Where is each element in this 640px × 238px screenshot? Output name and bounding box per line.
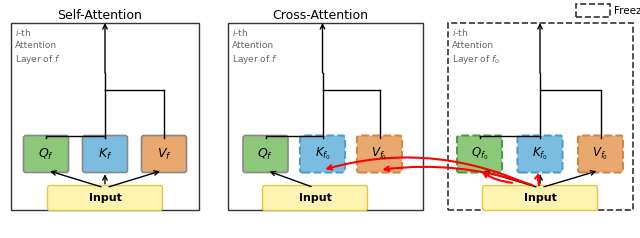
Bar [576,4,610,17]
Text: $Q_{f_0}$: $Q_{f_0}$ [471,146,488,162]
Bar [447,23,632,210]
FancyBboxPatch shape [457,135,502,173]
Text: $K_{f_0}$: $K_{f_0}$ [532,146,548,162]
FancyBboxPatch shape [357,135,402,173]
Text: Input: Input [299,193,332,203]
FancyBboxPatch shape [518,135,563,173]
Text: $K_f$: $K_f$ [98,146,112,162]
FancyBboxPatch shape [243,135,288,173]
FancyBboxPatch shape [47,185,163,210]
Text: Input: Input [524,193,556,203]
FancyBboxPatch shape [141,135,186,173]
FancyBboxPatch shape [578,135,623,173]
Text: $i$-th
Attention
Layer of $f$: $i$-th Attention Layer of $f$ [15,27,61,66]
Text: $V_{f_0}$: $V_{f_0}$ [371,146,388,162]
Text: $V_{f_0}$: $V_{f_0}$ [593,146,609,162]
Text: $V_f$: $V_f$ [157,146,172,162]
FancyBboxPatch shape [300,135,345,173]
Text: $K_{f_0}$: $K_{f_0}$ [315,146,330,162]
Text: $Q_f$: $Q_f$ [38,146,54,162]
Text: $i$-th
Attention
Layer of $f_0$: $i$-th Attention Layer of $f_0$ [451,27,500,66]
Text: $Q_f$: $Q_f$ [257,146,273,162]
Bar [227,23,422,210]
Text: Self-Attention: Self-Attention [58,9,143,22]
FancyBboxPatch shape [262,185,367,210]
Text: Input: Input [88,193,122,203]
FancyBboxPatch shape [24,135,68,173]
Text: Freeze: Freeze [614,5,640,15]
Text: Cross-Attention: Cross-Attention [272,9,368,22]
FancyBboxPatch shape [83,135,127,173]
Text: $i$-th
Attention
Layer of $f$: $i$-th Attention Layer of $f$ [232,27,277,66]
FancyBboxPatch shape [483,185,598,210]
Bar [11,23,199,210]
